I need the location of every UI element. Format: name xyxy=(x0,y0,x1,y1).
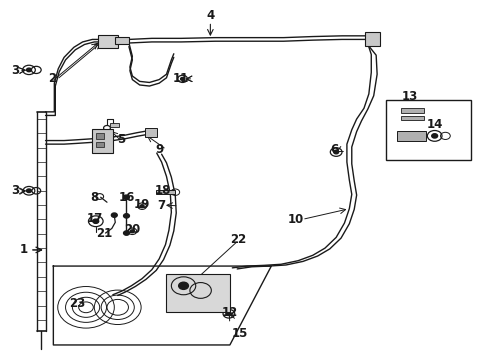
Bar xyxy=(96,134,104,139)
Bar xyxy=(385,100,470,159)
Text: 10: 10 xyxy=(287,213,303,226)
Bar xyxy=(115,37,129,44)
Text: 20: 20 xyxy=(124,223,140,236)
Text: 17: 17 xyxy=(86,212,102,225)
Circle shape xyxy=(123,214,129,218)
Circle shape xyxy=(123,195,129,199)
Bar xyxy=(166,274,229,312)
Bar xyxy=(98,35,118,48)
Circle shape xyxy=(93,219,99,224)
Text: 1: 1 xyxy=(20,243,28,256)
Text: 18: 18 xyxy=(155,184,171,197)
Circle shape xyxy=(431,134,437,138)
Text: 16: 16 xyxy=(118,191,134,204)
Text: 23: 23 xyxy=(69,297,86,310)
Circle shape xyxy=(178,282,188,289)
Text: 2: 2 xyxy=(48,72,56,85)
Bar xyxy=(396,131,425,141)
Text: 14: 14 xyxy=(426,118,442,131)
Text: 7: 7 xyxy=(157,199,165,212)
Text: 12: 12 xyxy=(221,306,238,319)
Circle shape xyxy=(333,150,338,154)
Text: 5: 5 xyxy=(117,133,125,146)
Bar xyxy=(365,32,379,46)
Text: 8: 8 xyxy=(90,191,99,204)
Text: 11: 11 xyxy=(173,72,189,85)
Circle shape xyxy=(111,213,117,217)
Text: 3: 3 xyxy=(11,64,20,77)
Bar xyxy=(92,129,113,153)
Text: 13: 13 xyxy=(401,90,418,103)
Bar xyxy=(96,142,104,147)
Bar xyxy=(400,108,423,113)
Circle shape xyxy=(26,68,31,72)
Circle shape xyxy=(140,205,144,208)
Text: 22: 22 xyxy=(230,233,246,246)
Circle shape xyxy=(226,312,231,316)
Text: 15: 15 xyxy=(231,327,247,340)
Circle shape xyxy=(123,231,129,235)
Bar xyxy=(144,128,157,137)
Bar xyxy=(400,116,423,121)
Bar xyxy=(156,190,175,194)
Text: 6: 6 xyxy=(330,143,338,156)
Text: 3: 3 xyxy=(11,184,20,197)
Bar xyxy=(110,123,119,127)
Circle shape xyxy=(26,189,31,193)
Circle shape xyxy=(130,230,134,233)
Text: 19: 19 xyxy=(134,198,150,211)
Text: 4: 4 xyxy=(206,9,214,22)
Text: 9: 9 xyxy=(155,143,163,156)
Circle shape xyxy=(180,77,184,80)
Text: 21: 21 xyxy=(96,226,112,239)
